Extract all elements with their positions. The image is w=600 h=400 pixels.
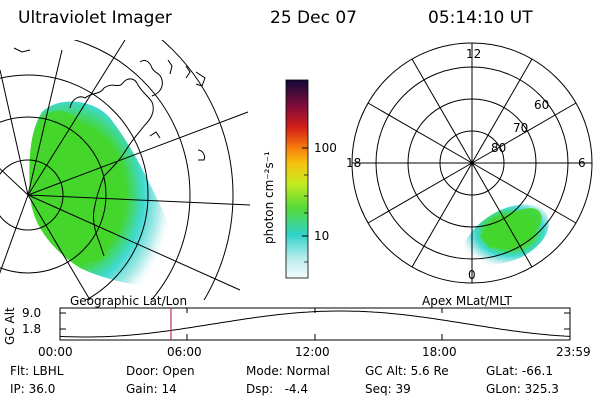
dsp-info: Dsp: -4.4	[246, 382, 309, 396]
aurora-emission-polar	[462, 204, 549, 266]
apex-panel-label: Apex MLat/MLT	[422, 294, 512, 308]
aurora-emission-geographic	[29, 101, 181, 287]
mlat-label-80: 80	[491, 141, 507, 155]
xtick-1800: 18:00	[422, 345, 457, 359]
glon-info: GLon: 325.3	[486, 382, 559, 396]
mlt-label-0: 0	[468, 268, 476, 282]
geographic-panel-label: Geographic Lat/Lon	[70, 294, 188, 308]
time-label: 05:14:10 UT	[428, 8, 533, 28]
xtick-2359: 23:59	[556, 345, 591, 359]
mlt-label-12: 12	[466, 47, 482, 61]
map-grid	[0, 40, 250, 300]
mlat-label-70: 70	[513, 121, 529, 135]
coastline	[13, 47, 206, 257]
altitude-ylabel: GC Alt	[3, 307, 17, 345]
colorbar-tick-10: 10	[314, 229, 330, 243]
mode-info: Mode: Normal	[246, 364, 330, 378]
mlt-label-18: 18	[346, 156, 362, 170]
xtick-0000: 00:00	[38, 345, 73, 359]
altitude-plot	[59, 307, 571, 341]
sequence-info: Seq: 39	[365, 382, 411, 396]
xtick-0600: 06:00	[167, 345, 202, 359]
mlt-label-6: 6	[578, 156, 586, 170]
altitude-ytick-high: 9.0	[22, 306, 42, 320]
instrument-title: Ultraviolet Imager	[18, 8, 172, 28]
door-info: Door: Open	[126, 364, 195, 378]
filter-info: Flt: LBHL	[10, 364, 64, 378]
mlat-label-60: 60	[534, 98, 550, 112]
gc-alt-info: GC Alt: 5.6 Re	[365, 364, 449, 378]
gain-info: Gain: 14	[126, 382, 177, 396]
colorbar-unit-label: photon cm⁻²s⁻¹	[262, 151, 276, 244]
ip-info: IP: 36.0	[10, 382, 56, 396]
xtick-1200: 12:00	[295, 345, 330, 359]
polar-plot	[351, 42, 593, 284]
colorbar-tick-100: 100	[314, 141, 337, 155]
geographic-map	[0, 40, 250, 300]
glat-info: GLat: -66.1	[486, 364, 553, 378]
altitude-ytick-low: 1.8	[22, 322, 42, 336]
altitude-curve	[59, 310, 571, 338]
colorbar	[285, 79, 309, 279]
date-label: 25 Dec 07	[270, 8, 357, 28]
